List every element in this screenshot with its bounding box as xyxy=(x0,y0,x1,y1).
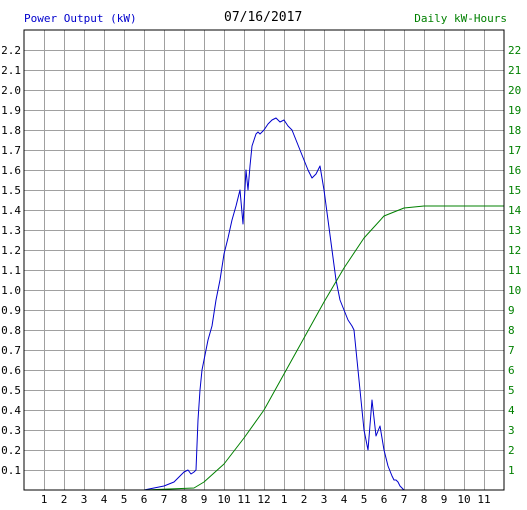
grid-lines xyxy=(24,30,504,490)
plot-frame xyxy=(23,29,505,491)
left-tick-label: 1.9 xyxy=(1,104,21,117)
left-tick-label: 0.7 xyxy=(1,344,21,357)
left-tick-label: 0.9 xyxy=(1,304,21,317)
x-tick-label: 1 xyxy=(41,493,48,506)
right-tick-label: 18 xyxy=(508,124,521,137)
left-axis-ticks: 0.1 0.2 0.3 0.4 0.5 0.6 0.7 0.8 0.9 1.0 1.1 1.2 1.3 1… xyxy=(1,44,21,477)
left-axis-title: Power Output (kW) xyxy=(24,12,137,25)
x-tick-label: 6 xyxy=(381,493,388,506)
right-tick-label: 7 xyxy=(508,344,515,357)
chart-title: 07/16/2017 xyxy=(224,10,303,25)
left-tick-label: 1.6 xyxy=(1,164,21,177)
right-tick-label: 10 xyxy=(508,284,521,297)
left-tick-label: 1.3 xyxy=(1,224,21,237)
left-tick-label: 1.1 xyxy=(1,264,21,277)
x-tick-label: 7 xyxy=(161,493,168,506)
right-tick-label: 4 xyxy=(508,404,515,417)
x-tick-label: 11 xyxy=(477,493,490,506)
x-axis-ticks: 1 2 3 4 5 6 7 8 9 10 11 12 1 2 3 4 5 6 7 8 9 10 11 xyxy=(41,493,491,506)
x-tick-label: 12 xyxy=(257,493,270,506)
right-tick-label: 20 xyxy=(508,84,521,97)
x-tick-label: 9 xyxy=(201,493,208,506)
left-tick-label: 0.3 xyxy=(1,424,21,437)
left-tick-label: 0.4 xyxy=(1,404,21,417)
right-tick-label: 11 xyxy=(508,264,521,277)
left-tick-label: 1.0 xyxy=(1,284,21,297)
right-tick-label: 13 xyxy=(508,224,521,237)
left-tick-label: 0.1 xyxy=(1,464,21,477)
x-tick-label: 8 xyxy=(181,493,188,506)
left-tick-label: 1.2 xyxy=(1,244,21,257)
x-tick-label: 10 xyxy=(457,493,470,506)
x-tick-label: 3 xyxy=(81,493,88,506)
x-tick-label: 9 xyxy=(441,493,448,506)
right-tick-label: 17 xyxy=(508,144,521,157)
left-tick-label: 1.4 xyxy=(1,204,21,217)
right-tick-label: 15 xyxy=(508,184,521,197)
power-output-series-line xyxy=(143,117,444,491)
left-tick-label: 0.6 xyxy=(1,364,21,377)
right-tick-label: 8 xyxy=(508,324,515,337)
left-tick-label: 1.7 xyxy=(1,144,21,157)
left-tick-label: 1.8 xyxy=(1,124,21,137)
x-tick-label: 2 xyxy=(301,493,308,506)
x-tick-label: 2 xyxy=(61,493,68,506)
right-tick-label: 9 xyxy=(508,304,515,317)
right-tick-label: 21 xyxy=(508,64,521,77)
right-tick-label: 2 xyxy=(508,444,515,457)
right-tick-label: 16 xyxy=(508,164,521,177)
right-tick-label: 5 xyxy=(508,384,515,397)
x-tick-label: 4 xyxy=(101,493,108,506)
daily-kwh-series-line xyxy=(143,205,504,491)
x-tick-label: 4 xyxy=(341,493,348,506)
left-tick-label: 2.0 xyxy=(1,84,21,97)
right-tick-label: 19 xyxy=(508,104,521,117)
right-tick-label: 1 xyxy=(508,464,515,477)
right-tick-label: 12 xyxy=(508,244,521,257)
x-tick-label: 5 xyxy=(121,493,128,506)
x-tick-label: 7 xyxy=(401,493,408,506)
x-tick-label: 11 xyxy=(237,493,250,506)
right-tick-label: 6 xyxy=(508,364,515,377)
left-tick-label: 0.5 xyxy=(1,384,21,397)
x-tick-label: 8 xyxy=(421,493,428,506)
right-axis-title: Daily kW-Hours xyxy=(414,12,507,25)
right-tick-label: 14 xyxy=(508,204,522,217)
left-tick-label: 0.2 xyxy=(1,444,21,457)
left-tick-label: 1.5 xyxy=(1,184,21,197)
right-tick-label: 3 xyxy=(508,424,515,437)
x-tick-label: 3 xyxy=(321,493,328,506)
x-tick-label: 1 xyxy=(281,493,288,506)
x-tick-label: 6 xyxy=(141,493,148,506)
x-tick-label: 5 xyxy=(361,493,368,506)
left-tick-label: 0.8 xyxy=(1,324,21,337)
left-tick-label: 2.1 xyxy=(1,64,21,77)
left-tick-label: 2.2 xyxy=(1,44,21,57)
x-tick-label: 10 xyxy=(217,493,230,506)
right-tick-label: 22 xyxy=(508,44,521,57)
